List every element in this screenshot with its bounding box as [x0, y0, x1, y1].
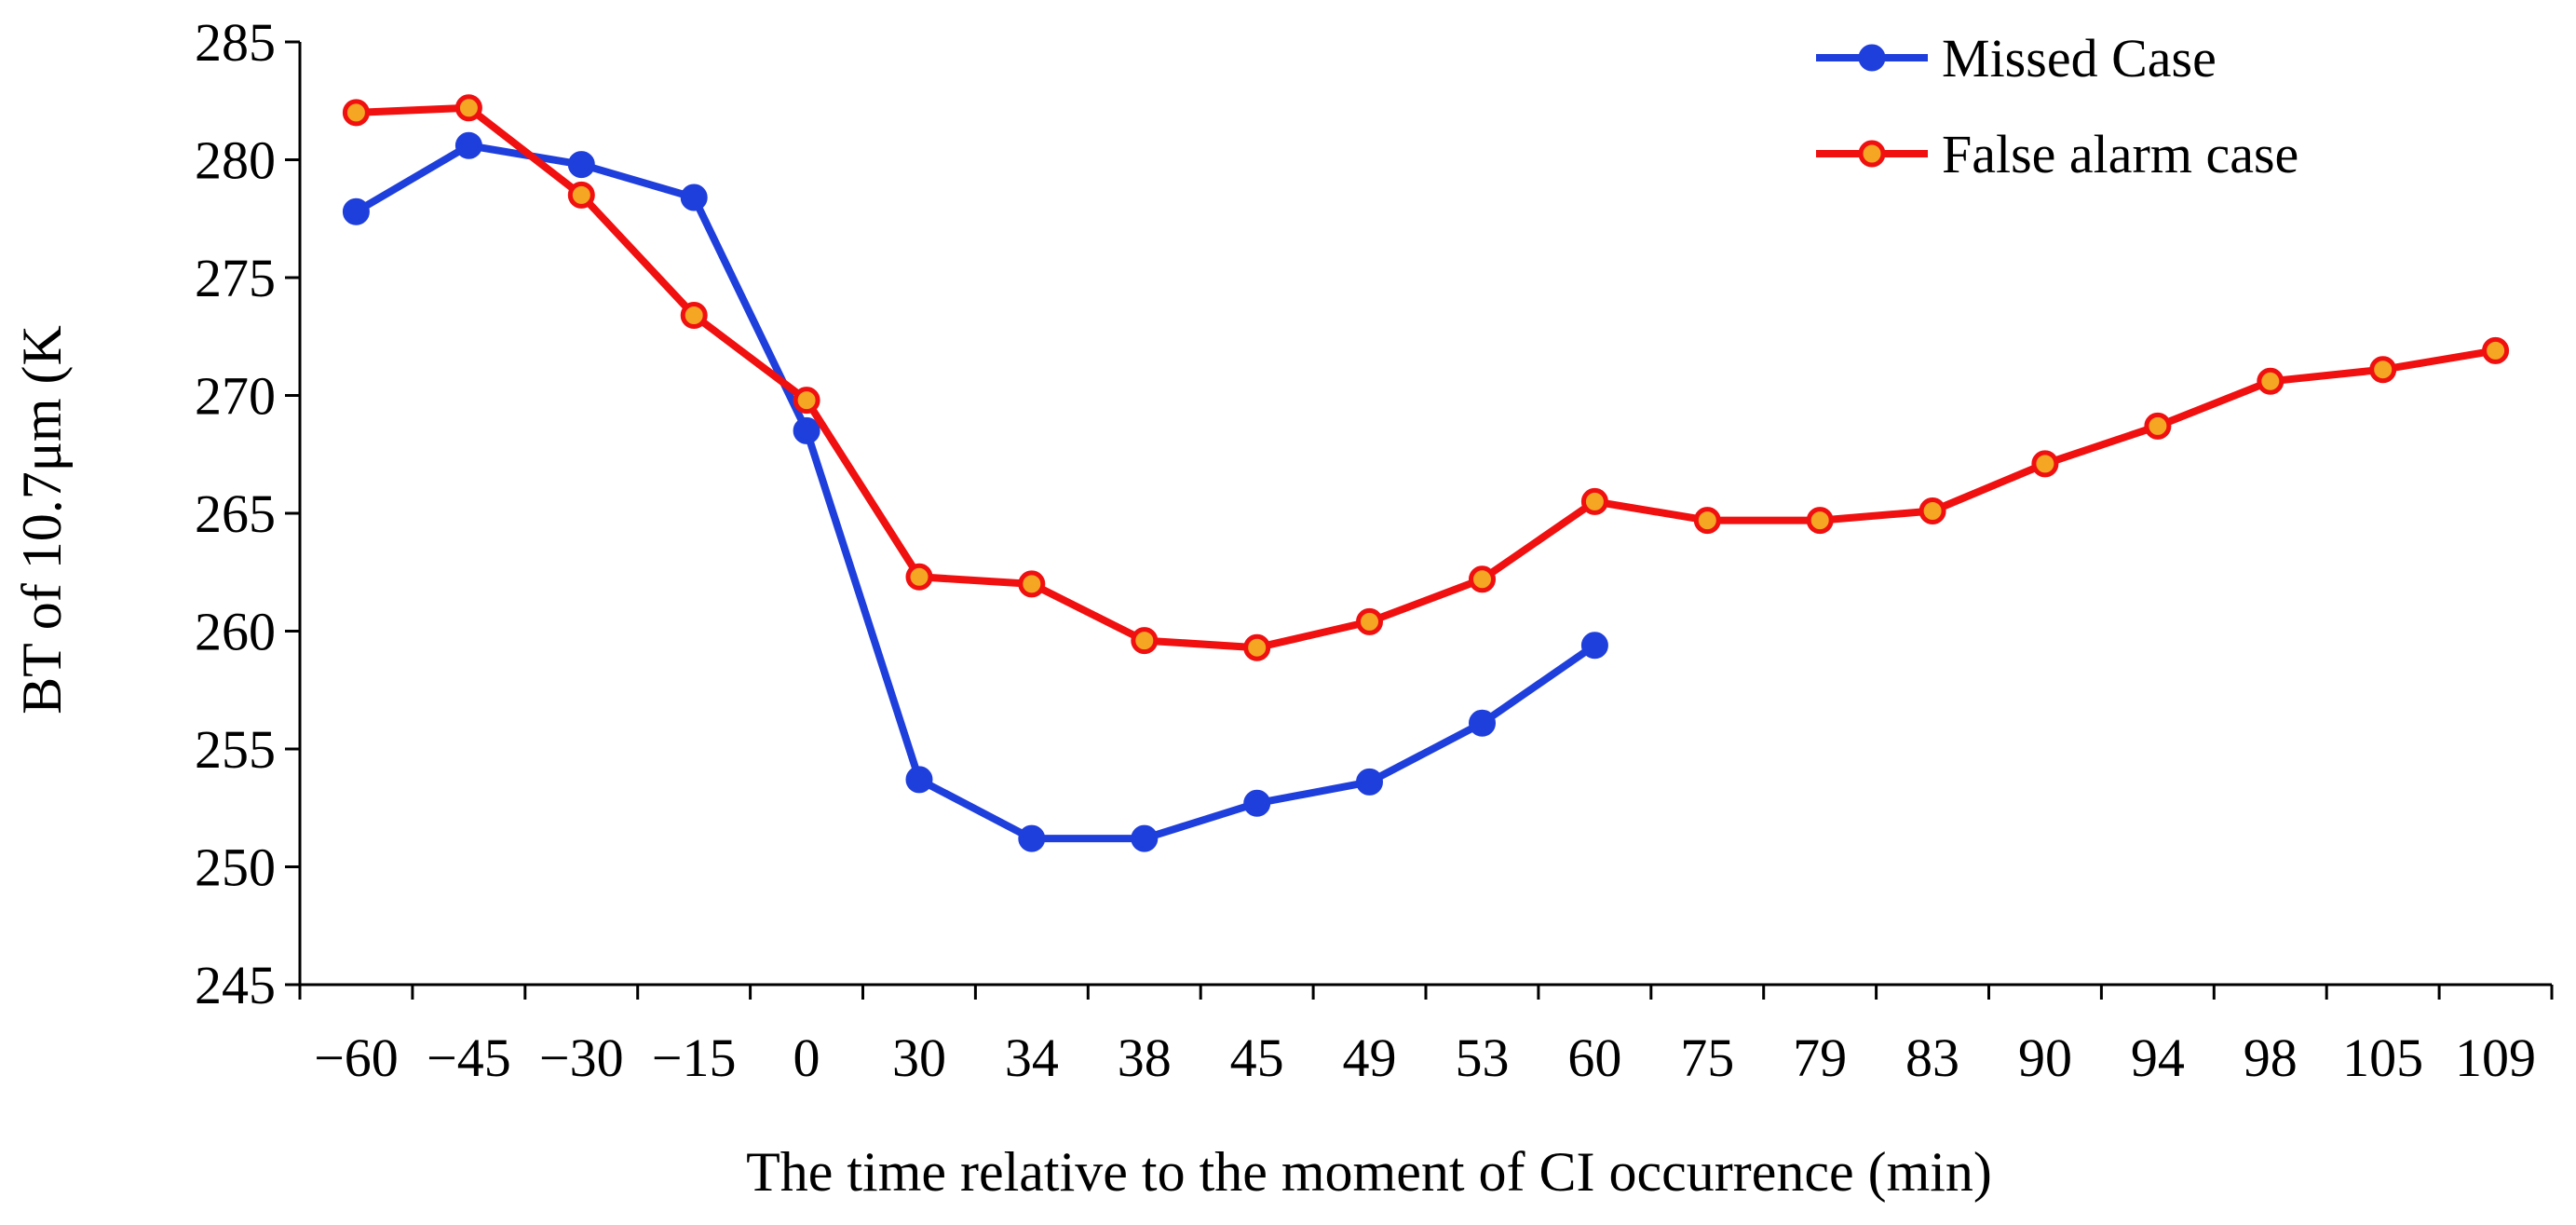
x-tick-label: −30	[539, 1028, 624, 1088]
y-tick-label: 255	[195, 719, 276, 780]
data-point	[1469, 565, 1496, 593]
y-tick-label: 285	[195, 12, 276, 73]
x-tick-label: 45	[1230, 1028, 1284, 1088]
data-point	[1356, 768, 1383, 796]
y-axis-title: BT of 10.7μm (K	[11, 325, 73, 715]
data-point	[1018, 570, 1046, 598]
legend-marker	[1858, 44, 1886, 72]
x-tick-label: 38	[1118, 1028, 1172, 1088]
y-tick-label: 250	[195, 837, 276, 898]
series-line	[354, 142, 1597, 843]
x-tick-label: 105	[2342, 1028, 2423, 1088]
data-point	[454, 131, 482, 159]
data-point	[680, 184, 708, 211]
x-tick-label: 94	[2131, 1028, 2185, 1088]
data-point	[793, 416, 820, 444]
data-point	[567, 151, 595, 179]
data-point	[1131, 627, 1159, 655]
x-tick-label: 75	[1680, 1028, 1734, 1088]
data-point	[342, 197, 370, 225]
data-point	[2482, 336, 2510, 364]
data-point	[793, 387, 820, 415]
y-tick-label: 275	[195, 248, 276, 308]
data-point	[905, 563, 933, 591]
data-point	[1806, 507, 1834, 535]
data-point	[454, 94, 482, 122]
data-point	[1356, 607, 1383, 635]
legend-marker	[1858, 140, 1886, 168]
x-tick-label: 30	[892, 1028, 946, 1088]
data-point	[1580, 487, 1608, 515]
x-tick-label: 0	[793, 1028, 820, 1088]
data-point	[2257, 367, 2285, 395]
data-point	[1580, 632, 1608, 660]
x-axis-title: The time relative to the moment of CI oc…	[746, 1141, 1992, 1203]
legend-item: False alarm case	[1816, 124, 2298, 184]
data-point	[2031, 450, 2059, 478]
y-tick-label: 260	[195, 602, 276, 662]
y-tick-label: 270	[195, 366, 276, 427]
x-tick-label: −60	[314, 1028, 399, 1088]
data-point	[342, 99, 370, 127]
legend-label: False alarm case	[1942, 124, 2298, 184]
legend: Missed Case False alarm case	[1816, 28, 2298, 184]
x-tick-label: 83	[1905, 1028, 1959, 1088]
x-tick-label: 60	[1567, 1028, 1621, 1088]
series-line	[356, 103, 2497, 652]
x-tick-label: 49	[1343, 1028, 1397, 1088]
x-tick-label: 79	[1793, 1028, 1847, 1088]
legend-item: Missed Case	[1816, 28, 2217, 88]
data-point	[680, 302, 708, 329]
y-tick-label: 245	[195, 955, 276, 1015]
data-point	[1469, 709, 1496, 737]
data-point	[1693, 507, 1721, 535]
x-tick-label: 109	[2455, 1028, 2536, 1088]
data-point	[2369, 356, 2397, 384]
series-0	[342, 131, 1608, 852]
x-tick-label: 53	[1455, 1028, 1509, 1088]
x-tick-label: 34	[1005, 1028, 1059, 1088]
data-point	[567, 181, 595, 209]
x-tick-label: −15	[652, 1028, 737, 1088]
axes: 245 250 255 260 265 270 275 280 285 −60 −45 −30 −15 0…	[195, 12, 2554, 1088]
series-1	[342, 94, 2510, 661]
data-point	[2144, 412, 2172, 440]
x-tick-label: −45	[427, 1028, 511, 1088]
data-point	[1131, 824, 1159, 852]
plot-area	[342, 94, 2510, 852]
data-point	[1018, 824, 1046, 852]
x-tick-label: 98	[2244, 1028, 2298, 1088]
data-point	[1243, 789, 1271, 817]
data-point	[905, 766, 933, 794]
y-tick-label: 280	[195, 130, 276, 191]
x-tick-label: 90	[2018, 1028, 2072, 1088]
data-point	[1243, 633, 1271, 661]
y-tick-label: 265	[195, 483, 276, 544]
legend-label: Missed Case	[1942, 28, 2217, 88]
data-point	[1918, 497, 1946, 524]
